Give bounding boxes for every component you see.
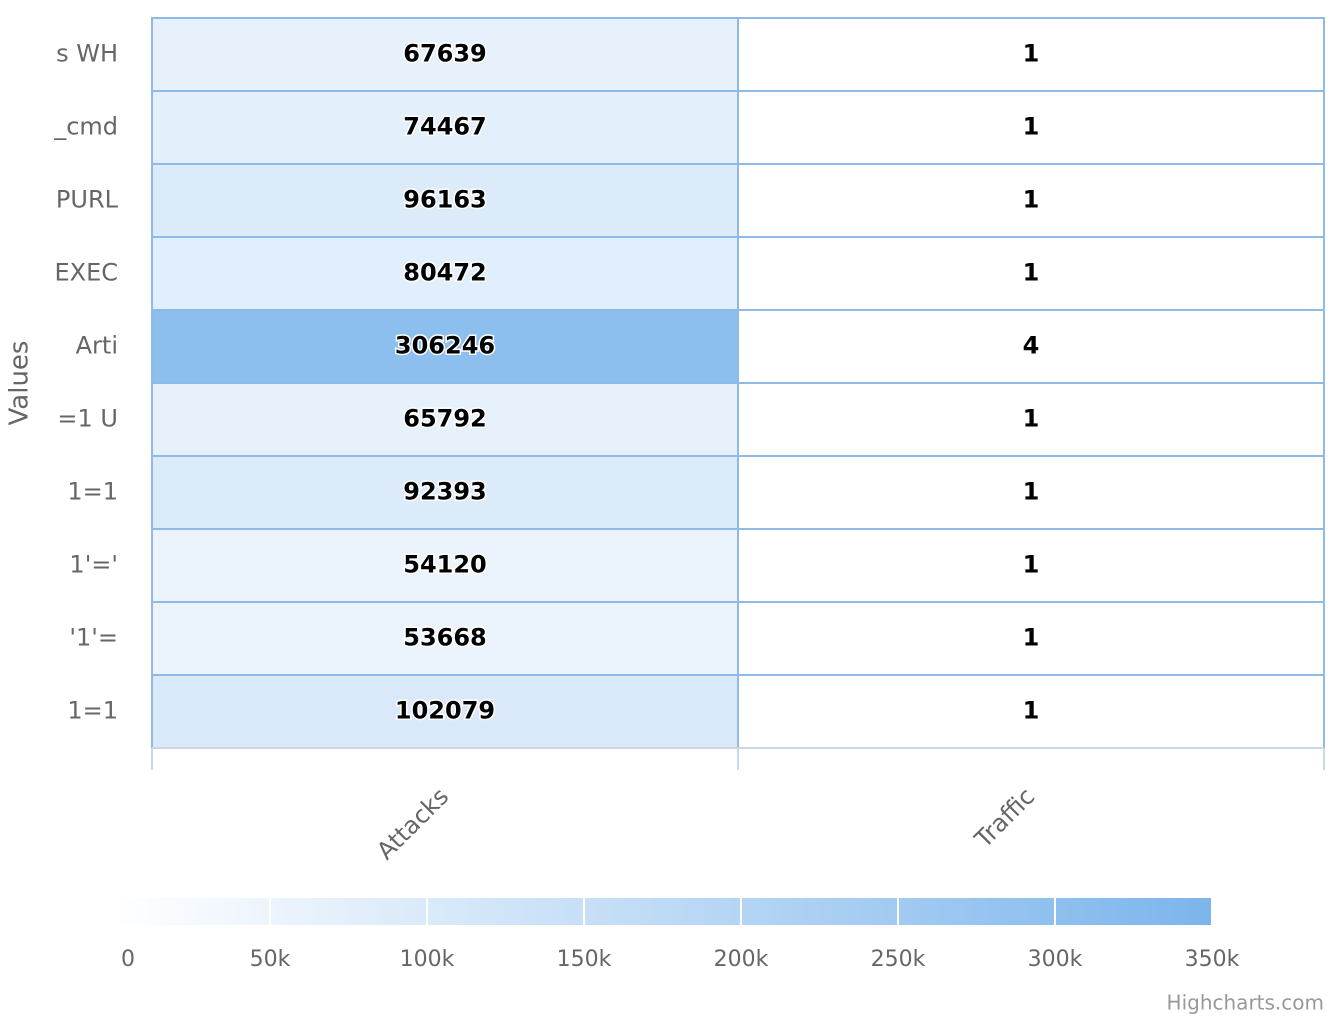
- heatmap-cell: [737, 601, 1325, 676]
- y-tick-label: PURL: [56, 186, 119, 214]
- data-label: 1: [1023, 40, 1040, 68]
- color-tick-label: 100k: [400, 947, 455, 972]
- color-tick-label: 250k: [871, 947, 926, 972]
- color-tick-label: 300k: [1028, 947, 1083, 972]
- heatmap-cell: [737, 90, 1325, 165]
- heatmap-cell: [737, 236, 1325, 311]
- heatmap-cell: [151, 601, 739, 676]
- color-tick-label: 150k: [557, 947, 612, 972]
- color-tick-label: 50k: [250, 947, 291, 972]
- heatmap-cell: [737, 674, 1325, 749]
- heatmap-cell: [737, 382, 1325, 457]
- data-label: 54120: [403, 551, 487, 579]
- data-label: 96163: [403, 186, 487, 214]
- heatmap-cell: [737, 163, 1325, 238]
- y-tick-label: Arti: [76, 332, 118, 360]
- heatmap-cell: [737, 309, 1325, 384]
- y-tick-label: EXEC: [54, 259, 118, 287]
- color-tick-label: 0: [121, 947, 135, 972]
- data-label: 74467: [403, 113, 487, 141]
- x-tick-label: Traffic: [969, 782, 1040, 853]
- data-label: 65792: [403, 405, 487, 433]
- color-tick-label: 350k: [1185, 947, 1240, 972]
- y-tick-label: '1'=: [69, 624, 118, 652]
- data-label: 102079: [395, 697, 495, 725]
- data-label: 1: [1023, 551, 1040, 579]
- data-label: 306246: [395, 332, 495, 360]
- y-tick-label: s WH: [56, 40, 118, 68]
- data-label: 1: [1023, 697, 1040, 725]
- data-label: 1: [1023, 624, 1040, 652]
- data-label: 53668: [403, 624, 487, 652]
- y-tick-label: 1'=': [69, 551, 118, 579]
- heatmap-cell: [737, 455, 1325, 530]
- credits[interactable]: Highcharts.com: [1167, 991, 1324, 1015]
- data-label: 1: [1023, 259, 1040, 287]
- color-axis-bar: [113, 898, 1212, 925]
- data-label: 1: [1023, 405, 1040, 433]
- y-tick-label: =1 U: [57, 405, 118, 433]
- heatmap-cell: [737, 17, 1325, 92]
- heatmap-cell: [151, 90, 739, 165]
- y-tick-label: 1=1: [67, 697, 118, 725]
- heatmap-cell: [151, 17, 739, 92]
- data-label: 1: [1023, 478, 1040, 506]
- color-tick-label: 200k: [714, 947, 769, 972]
- data-label: 67639: [403, 40, 487, 68]
- y-tick-label: 1=1: [67, 478, 118, 506]
- heatmap-cell: [151, 674, 739, 749]
- data-label: 1: [1023, 113, 1040, 141]
- data-label: 4: [1023, 332, 1040, 360]
- x-tick-label: Attacks: [371, 782, 454, 865]
- y-axis-title: Values: [5, 341, 35, 426]
- heatmap-cell: [737, 528, 1325, 603]
- data-label: 1: [1023, 186, 1040, 214]
- data-label: 80472: [403, 259, 487, 287]
- data-label: 92393: [403, 478, 487, 506]
- y-tick-label: _cmd: [53, 113, 118, 141]
